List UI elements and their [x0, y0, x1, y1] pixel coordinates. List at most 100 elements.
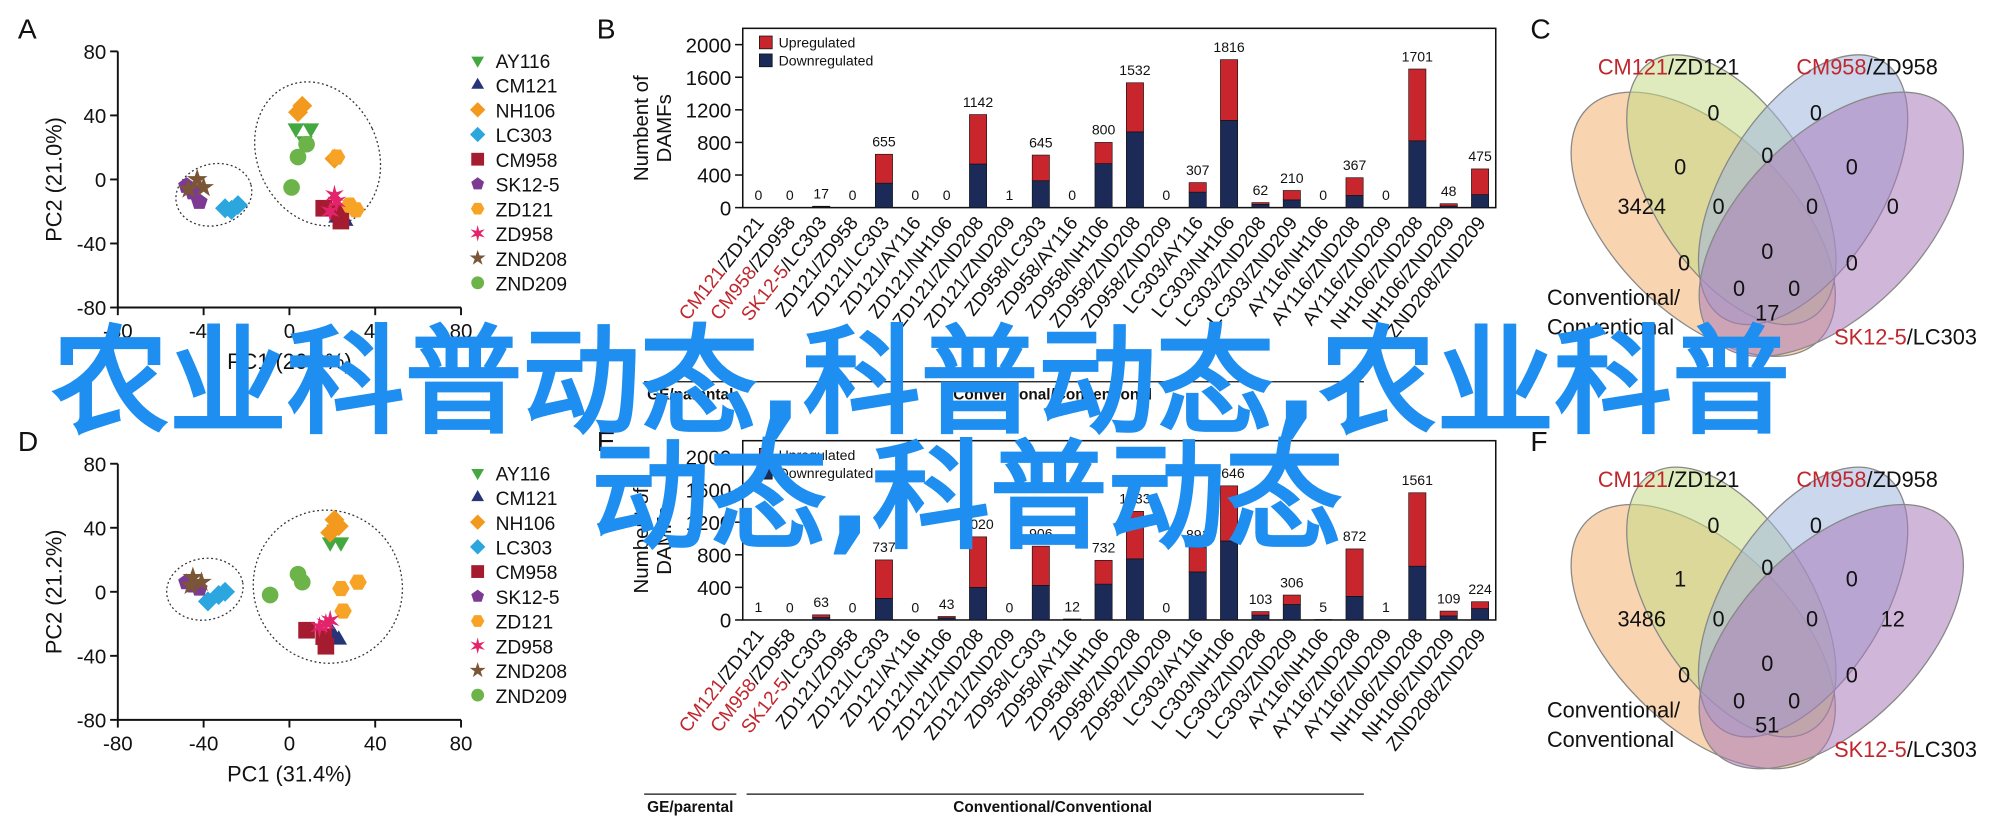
legend-marker	[469, 662, 486, 678]
bar-segment	[1031, 180, 1050, 208]
y-tick-label: -80	[77, 297, 107, 320]
y-tick-label: 2000	[686, 34, 732, 57]
bar-segment	[1125, 511, 1144, 560]
x-axis-label: PC1 (31.4%)	[227, 761, 352, 786]
bar-total-label: 1333	[1119, 491, 1150, 507]
legend-marker	[471, 177, 485, 190]
point	[182, 566, 204, 587]
legend-marker	[469, 514, 486, 530]
x-tick-label: -40	[189, 733, 219, 756]
bar-total-label: 0	[1162, 599, 1170, 615]
venn-region-count: 0	[1674, 154, 1686, 179]
venn-region-count: 0	[1846, 663, 1858, 688]
point	[283, 179, 300, 196]
y-axis-label: DAMFs	[653, 94, 676, 162]
x-tick-label: 40	[364, 320, 387, 343]
bar-segment	[1471, 168, 1490, 195]
bar-segment	[937, 616, 956, 619]
legend-label: ZD121	[496, 200, 554, 221]
panel-label: A	[18, 13, 37, 45]
bar-total-label: 1561	[1402, 472, 1433, 488]
legend-label: CM958	[496, 563, 558, 584]
venn-set	[1698, 91, 1965, 358]
legend-label: SK12-5	[496, 176, 560, 197]
bar-segment	[969, 536, 988, 588]
y-tick-label: -40	[77, 233, 107, 256]
y-axis-label: Numbent of	[630, 75, 653, 181]
bar-segment	[1471, 608, 1490, 621]
text-part: Conventional/	[1547, 697, 1681, 722]
bar-segment	[1439, 610, 1458, 617]
x-tick-label: 0	[284, 320, 295, 343]
text-part: /LC303	[1907, 325, 1977, 350]
bar-segment	[1345, 548, 1364, 597]
venn-region-count: 0	[1761, 143, 1773, 168]
bar-segment	[1220, 120, 1239, 208]
bar-total-label: 0	[849, 187, 857, 203]
bar-total-label: 224	[1468, 581, 1492, 597]
legend-label: ZD958	[496, 225, 554, 246]
legend-label: LC303	[496, 126, 553, 147]
y-tick-label: 800	[697, 132, 731, 155]
point	[332, 537, 350, 552]
legend-swatch	[759, 465, 773, 480]
point	[325, 184, 344, 207]
bar-total-label: 0	[1319, 187, 1327, 203]
bar-segment	[1031, 545, 1050, 586]
text-part: CM121	[1598, 54, 1668, 79]
y-tick-label: 2000	[686, 447, 732, 470]
venn-region-count: 0	[1806, 194, 1818, 219]
venn-region-count: 0	[1846, 250, 1858, 275]
panel-label: F	[1530, 425, 1547, 457]
bar-segment	[1408, 68, 1427, 142]
bar-total-label: 210	[1280, 170, 1304, 186]
venn-region-count: 0	[1761, 555, 1773, 580]
bar-total-label: 1646	[1213, 465, 1244, 481]
y-tick-label: 40	[84, 517, 107, 540]
watermark: 农业科普动态,科普动态,农业科普	[51, 314, 1790, 451]
legend-label: NH106	[496, 101, 556, 122]
legend-label: ZD121	[496, 613, 554, 634]
point	[327, 149, 346, 165]
bar-total-label: 307	[1186, 162, 1210, 178]
legend-swatch	[759, 53, 773, 68]
bar-total-label: 0	[1382, 187, 1390, 203]
bar-segment	[1125, 82, 1144, 133]
plot-frame	[741, 27, 1497, 209]
venn-region-count: 0	[1678, 663, 1690, 688]
bar-total-label: 0	[911, 599, 919, 615]
bar-segment	[1094, 163, 1113, 208]
y-tick-label: 400	[697, 165, 731, 188]
plot-frame	[741, 439, 1497, 621]
point	[180, 574, 202, 595]
legend-marker	[471, 77, 485, 89]
legend-marker	[471, 469, 485, 481]
bar-total-label: 645	[1029, 134, 1053, 150]
watermark: 动态,科普动态	[592, 429, 1344, 566]
bar-total-label: 655	[872, 134, 896, 150]
bar-segment	[1251, 611, 1270, 616]
bar-total-label: 1532	[1119, 62, 1150, 78]
bar-total-label: 17	[813, 186, 829, 202]
text-part: /ZD121	[1668, 467, 1739, 492]
x-tick-label: 80	[450, 733, 473, 756]
point	[332, 212, 350, 230]
bar-total-label: 1	[1382, 599, 1390, 615]
venn-set-label: CM121/ZD121	[1598, 54, 1740, 79]
bar-segment	[1094, 583, 1113, 621]
legend-marker	[471, 565, 485, 578]
y-tick-label: 40	[84, 105, 107, 128]
venn-set-label: CM121/ZD121	[1598, 467, 1740, 492]
bar-total-label: 800	[1092, 122, 1116, 138]
bar-total-label: 1701	[1402, 48, 1433, 64]
bar-segment	[812, 617, 831, 621]
y-tick-label: 0	[95, 581, 106, 604]
x-axis-label: PC1 (26.6%)	[227, 349, 352, 374]
group-label: GE/parental	[647, 387, 733, 404]
legend-marker	[471, 688, 485, 702]
bar-segment	[969, 587, 988, 621]
bar-segment	[1408, 492, 1427, 567]
legend-label: AY116	[496, 52, 551, 73]
y-tick-label: 800	[697, 544, 731, 567]
